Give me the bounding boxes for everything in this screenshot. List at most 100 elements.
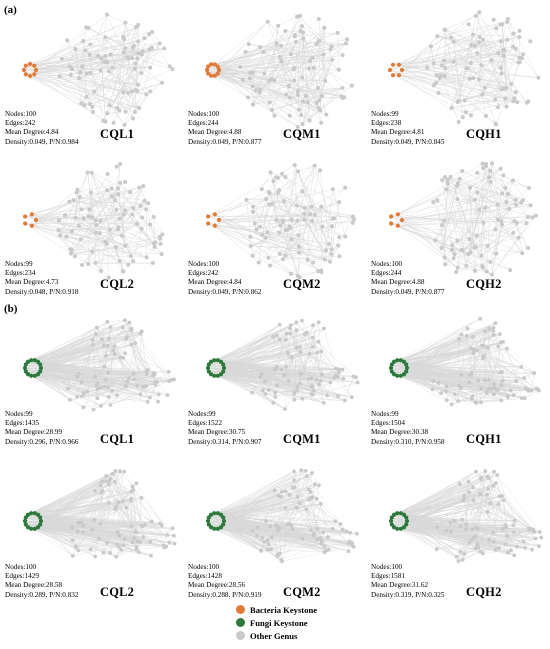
network-edge — [66, 236, 102, 272]
network-edge — [208, 66, 287, 95]
other-genus-node — [81, 38, 86, 43]
network-edge — [259, 46, 313, 58]
other-genus-node — [135, 221, 140, 226]
network-edge — [275, 372, 340, 398]
other-genus-node — [275, 383, 279, 388]
network-edge — [502, 24, 504, 51]
network-edge — [450, 176, 483, 267]
network-edge — [306, 509, 324, 533]
network-edge — [300, 351, 357, 378]
other-genus-node — [310, 218, 315, 223]
other-genus-node — [89, 170, 94, 175]
network-edge — [72, 480, 110, 528]
network-edge — [281, 498, 317, 562]
network-edge — [107, 321, 128, 338]
network-edge — [483, 345, 526, 389]
legend-label: Other Genus — [250, 630, 298, 641]
network-edge — [472, 34, 520, 38]
other-genus-node — [295, 495, 300, 499]
other-genus-node — [460, 115, 465, 120]
network-edge — [445, 356, 484, 392]
network-edge — [475, 246, 523, 254]
other-genus-node — [355, 380, 360, 385]
network-edge — [74, 224, 97, 257]
network-edge — [318, 32, 338, 42]
other-genus-node — [528, 39, 533, 44]
other-genus-node — [493, 481, 498, 485]
other-genus-node — [67, 199, 72, 204]
bacteria-keystone-node — [396, 62, 402, 67]
network-edge — [61, 40, 84, 59]
network-edge — [306, 332, 357, 378]
other-genus-node — [149, 553, 153, 558]
other-genus-node — [492, 469, 496, 474]
other-genus-node — [144, 255, 149, 260]
network-edge — [406, 364, 442, 394]
other-genus-node — [266, 255, 271, 260]
network-edge — [261, 172, 271, 190]
network-edge — [456, 185, 484, 224]
other-genus-node — [349, 83, 354, 88]
network-edge — [40, 364, 105, 387]
other-genus-node — [322, 257, 327, 262]
network-edge — [25, 216, 147, 258]
network-edge — [268, 325, 291, 391]
network-edge — [34, 339, 93, 361]
network-edge — [59, 40, 84, 77]
stat-density: Density:0.048, P/N:0.918 — [5, 287, 79, 296]
bacteria-keystone-node — [27, 73, 33, 79]
stat-edges: Edges:244 — [188, 119, 219, 128]
other-genus-node — [144, 92, 149, 97]
other-genus-node — [104, 474, 109, 478]
network-edge — [278, 171, 299, 193]
network-edge — [294, 475, 308, 488]
other-genus-node — [73, 46, 78, 51]
network-edge — [269, 193, 286, 231]
other-genus-node — [283, 28, 288, 33]
other-genus-node — [259, 187, 264, 192]
network-edge — [470, 347, 535, 374]
other-genus-node — [457, 176, 462, 181]
other-genus-node — [435, 34, 440, 39]
other-genus-node — [325, 393, 330, 398]
other-genus-node — [344, 41, 349, 46]
network-edge — [286, 69, 339, 95]
other-genus-node — [444, 384, 449, 389]
network-edge — [138, 91, 151, 109]
network-edge — [252, 80, 295, 105]
network-edge — [502, 528, 526, 548]
other-genus-node — [317, 483, 321, 488]
other-genus-node — [131, 371, 136, 376]
network-edge — [302, 87, 343, 125]
other-genus-node — [81, 216, 86, 221]
other-genus-node — [340, 527, 345, 532]
other-genus-node — [261, 50, 266, 55]
other-genus-node — [87, 52, 92, 57]
other-genus-node — [75, 529, 80, 534]
network-edge — [257, 527, 314, 536]
network-edge — [217, 528, 262, 552]
network-edge — [148, 34, 171, 67]
network-edge — [37, 331, 142, 362]
network-edge — [134, 43, 160, 113]
network-edge — [279, 56, 322, 123]
legend-label: Bacteria Keystone — [250, 604, 318, 615]
other-genus-node — [112, 344, 117, 348]
network-edge — [83, 339, 93, 394]
other-genus-node — [84, 94, 89, 99]
network-edge — [110, 54, 134, 119]
other-genus-node — [86, 261, 91, 266]
network-edge — [291, 239, 319, 272]
other-genus-node — [295, 92, 300, 97]
other-genus-node — [485, 492, 490, 497]
other-genus-node — [296, 89, 301, 94]
other-genus-node — [525, 246, 530, 251]
other-genus-node — [456, 120, 461, 125]
other-genus-node — [292, 78, 297, 83]
other-genus-node — [123, 109, 128, 114]
other-genus-node — [294, 320, 299, 325]
other-genus-node — [456, 399, 460, 403]
other-genus-node — [255, 533, 260, 538]
bacteria-keystone-node — [216, 217, 222, 223]
network-edge — [81, 48, 165, 104]
